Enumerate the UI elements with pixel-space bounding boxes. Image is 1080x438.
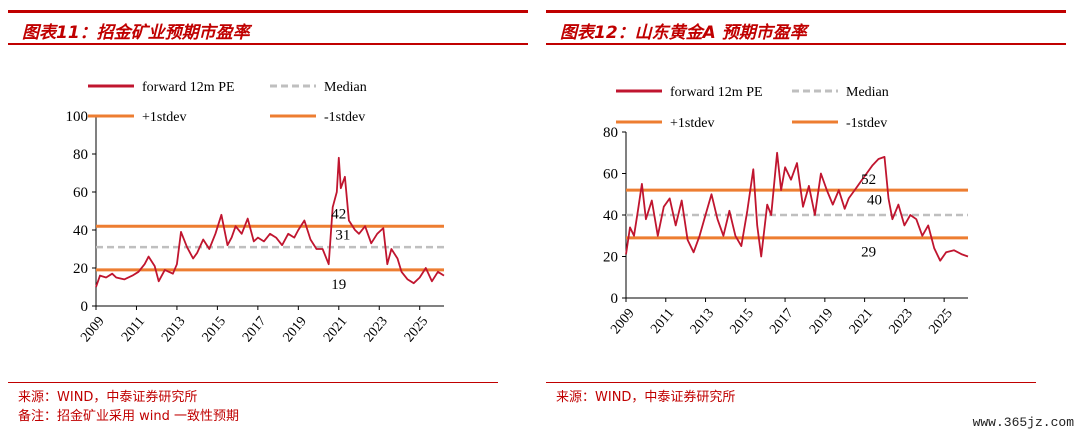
left-chart-svg: 0 20 40 60 80 100 2009 2011 2013 2015 2017 2019 2021… bbox=[66, 80, 445, 345]
x-tick-label: 2023 bbox=[887, 306, 916, 337]
legend-pe-label: forward 12m PE bbox=[142, 80, 235, 95]
legend-median-label: Median bbox=[324, 80, 367, 95]
watermark: www.365jz.com bbox=[972, 415, 1074, 430]
x-tick-label: 2009 bbox=[78, 314, 107, 345]
legend-plus-1stdev-label: +1stdev bbox=[142, 110, 186, 125]
left-chart-panel: 图表11：招金矿业预期市盈率 0 20 40 60 80 100 2009 2011 2013 2… bbox=[8, 0, 528, 438]
right-chart-title: 图表12：山东黄金A 预期市盈率 bbox=[560, 23, 807, 43]
y-tick-label: 60 bbox=[73, 185, 88, 201]
right-source-note: 来源：WIND，中泰证券研究所 bbox=[556, 390, 736, 405]
x-tick-label: 2019 bbox=[280, 314, 309, 345]
band-value-label: 29 bbox=[861, 245, 876, 261]
y-tick-label: 80 bbox=[603, 125, 618, 141]
right-source-divider bbox=[546, 382, 1036, 383]
legend-minus-1stdev-label: -1stdev bbox=[324, 110, 365, 125]
y-tick-label: 0 bbox=[81, 299, 89, 315]
x-tick-label: 2011 bbox=[648, 306, 677, 337]
y-tick-label: 20 bbox=[603, 250, 618, 266]
right-chart-panel: 图表12：山东黄金A 预期市盈率 0 20 40 60 80 2009 2011 2013 20… bbox=[546, 0, 1066, 438]
x-tick-label: 2023 bbox=[361, 314, 390, 345]
legend-pe-label: forward 12m PE bbox=[670, 85, 763, 100]
x-tick-label: 2013 bbox=[688, 306, 717, 337]
y-tick-label: 40 bbox=[73, 223, 88, 239]
band-value-label: 40 bbox=[867, 193, 882, 209]
x-tick-label: 2009 bbox=[608, 306, 637, 337]
x-tick-label: 2013 bbox=[159, 314, 188, 345]
left-title-bar: 图表11：招金矿业预期市盈率 bbox=[8, 10, 528, 45]
right-chart-svg: 0 20 40 60 80 2009 2011 2013 2015 2017 2019 2021 202… bbox=[603, 85, 969, 337]
x-tick-label: 2017 bbox=[767, 306, 796, 337]
left-remark-note: 备注：招金矿业采用 wind 一致性预期 bbox=[18, 409, 240, 424]
left-source-divider bbox=[8, 382, 498, 383]
left-chart-title: 图表11：招金矿业预期市盈率 bbox=[22, 23, 250, 43]
x-tick-label: 2021 bbox=[321, 314, 350, 345]
band-value-label: 31 bbox=[335, 228, 350, 244]
x-tick-label: 2017 bbox=[240, 314, 269, 345]
x-tick-label: 2025 bbox=[402, 314, 431, 345]
y-tick-label: 20 bbox=[73, 261, 88, 277]
legend-median-label: Median bbox=[846, 85, 889, 100]
y-tick-label: 0 bbox=[611, 291, 619, 307]
legend-plus-1stdev-label: +1stdev bbox=[670, 116, 714, 131]
x-tick-label: 2015 bbox=[727, 306, 756, 337]
y-tick-label: 60 bbox=[603, 167, 618, 183]
x-tick-label: 2025 bbox=[926, 306, 955, 337]
x-tick-label: 2021 bbox=[847, 306, 876, 337]
band-value-label: 42 bbox=[331, 207, 346, 223]
band-value-label: 52 bbox=[861, 172, 876, 188]
y-tick-label: 80 bbox=[73, 147, 88, 163]
y-tick-label: 100 bbox=[66, 109, 89, 125]
x-tick-label: 2011 bbox=[119, 314, 148, 345]
x-tick-label: 2015 bbox=[200, 314, 229, 345]
left-source-note: 来源：WIND，中泰证券研究所 bbox=[18, 390, 198, 405]
x-tick-label: 2019 bbox=[807, 306, 836, 337]
right-title-bar: 图表12：山东黄金A 预期市盈率 bbox=[546, 10, 1066, 45]
pe-series-line bbox=[95, 156, 445, 288]
band-value-label: 19 bbox=[331, 277, 346, 293]
pe-series-line bbox=[625, 151, 969, 262]
legend-minus-1stdev-label: -1stdev bbox=[846, 116, 887, 131]
y-tick-label: 40 bbox=[603, 208, 618, 224]
